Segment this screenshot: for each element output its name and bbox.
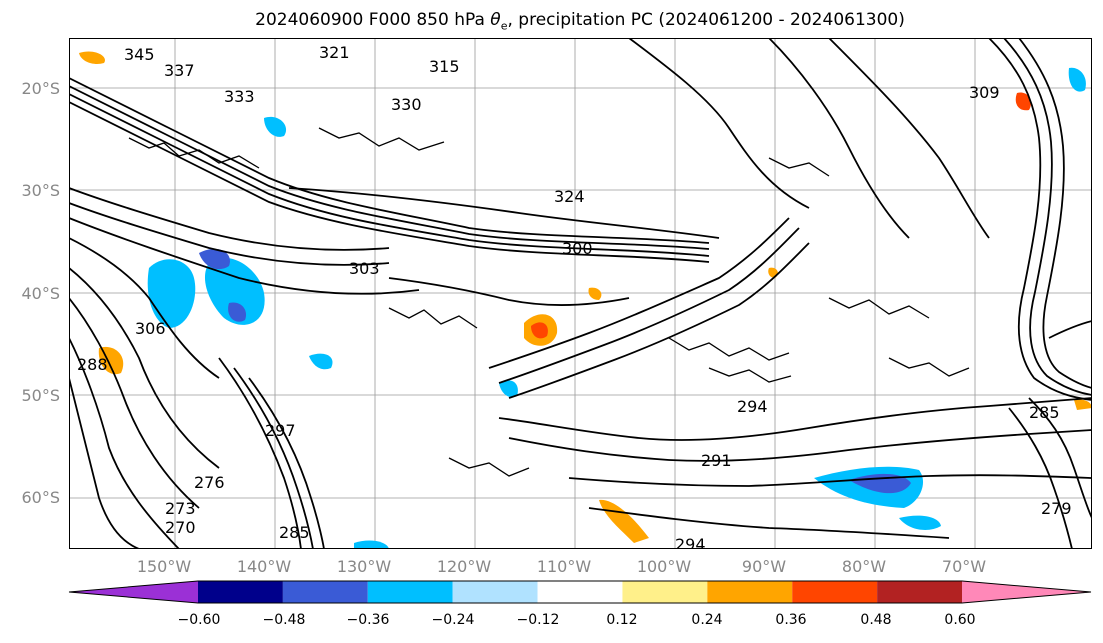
colorbar-segment — [622, 581, 708, 603]
colorbar-segment — [792, 581, 878, 603]
colorbar-tick: 0.48 — [860, 612, 892, 628]
contour-label: 279 — [1041, 499, 1072, 518]
contour-label: 276 — [194, 473, 225, 492]
lon-label-70w: 70°W — [941, 557, 987, 576]
contour-label: 345 — [124, 45, 155, 64]
colorbar-segment — [367, 581, 453, 603]
lon-label-100w: 100°W — [636, 557, 692, 576]
colorbar-segment — [282, 581, 368, 603]
contour-labels: 345 337 333 321 315 309 330 324 300 303 … — [77, 43, 1072, 549]
contour-label: 321 — [319, 43, 350, 62]
contour-label: 270 — [165, 518, 196, 537]
colorbar — [68, 580, 1092, 604]
map-frame — [69, 38, 1092, 549]
contour-label: 303 — [349, 259, 380, 278]
lon-label-80w: 80°W — [841, 557, 887, 576]
colorbar-segment — [452, 581, 538, 603]
colorbar-tick: 0.24 — [691, 612, 723, 628]
lat-label-50s: 50°S — [21, 386, 60, 405]
lon-label-120w: 120°W — [436, 557, 492, 576]
contour-label: 288 — [77, 355, 108, 374]
colorbar-segments — [68, 580, 1092, 604]
contour-label: 315 — [429, 57, 460, 76]
contour-label: 333 — [224, 87, 255, 106]
contour-label: 337 — [164, 61, 195, 80]
lon-label-150w: 150°W — [136, 557, 192, 576]
colorbar-tick: 0.12 — [606, 612, 638, 628]
figure-title: 2024060900 F000 850 hPa θe, precipitatio… — [255, 10, 905, 33]
colorbar-segment — [962, 581, 1091, 603]
colorbar-tick: 0.60 — [944, 612, 976, 628]
contour-label: 300 — [562, 239, 593, 258]
colorbar-tick: −0.48 — [262, 612, 306, 628]
colorbar-outline — [68, 580, 1092, 604]
colorbar-segment — [877, 581, 962, 603]
contour-label: 294 — [737, 397, 768, 416]
colorbar-segment — [198, 581, 283, 603]
lon-label-140w: 140°W — [236, 557, 292, 576]
lon-label-90w: 90°W — [741, 557, 787, 576]
lon-label-130w: 130°W — [336, 557, 392, 576]
colorbar-tick: −0.12 — [516, 612, 560, 628]
contour-label: 324 — [554, 187, 585, 206]
map-canvas: 345 337 333 321 315 309 330 324 300 303 … — [69, 38, 1092, 549]
contour-label: 297 — [265, 421, 296, 440]
contour-label: 285 — [279, 523, 310, 542]
lon-label-110w: 110°W — [536, 557, 592, 576]
contour-label: 294 — [675, 535, 706, 549]
contour-label: 273 — [165, 499, 196, 518]
colorbar-tick: −0.60 — [177, 612, 221, 628]
colorbar-tick: 0.36 — [775, 612, 807, 628]
theta-e-contours — [69, 38, 1092, 549]
colorbar-segment — [707, 581, 793, 603]
contour-label: 285 — [1029, 403, 1060, 422]
colorbar-tick: −0.24 — [431, 612, 475, 628]
lat-label-20s: 20°S — [21, 79, 60, 98]
lat-label-40s: 40°S — [21, 284, 60, 303]
contour-label: 309 — [969, 83, 1000, 102]
colorbar-segment — [537, 581, 623, 603]
contour-label: 306 — [135, 319, 166, 338]
noisy-contours — [128, 127, 970, 477]
lat-label-60s: 60°S — [21, 488, 60, 507]
lat-label-30s: 30°S — [21, 181, 60, 200]
colorbar-tick: −0.36 — [346, 612, 390, 628]
contour-label: 330 — [391, 95, 422, 114]
colorbar-segment — [69, 581, 198, 603]
contour-label: 291 — [701, 451, 732, 470]
